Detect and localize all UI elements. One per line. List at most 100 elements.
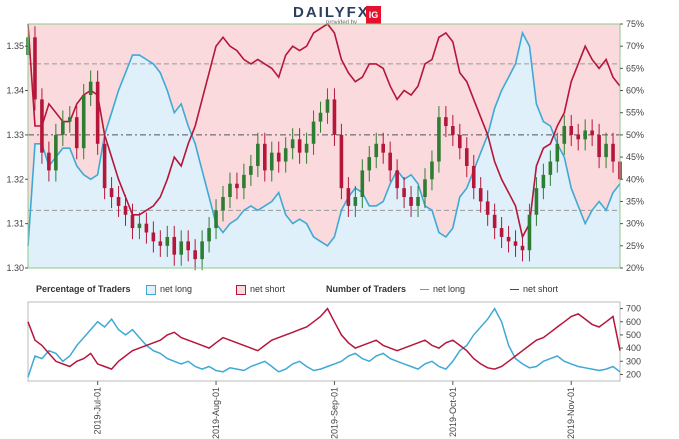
candle-body (444, 117, 448, 127)
legend-pct-long: net long (146, 284, 192, 298)
price-tick-label: 1.35 (6, 41, 24, 51)
top-panel-frame (27, 23, 621, 269)
pct-tick-label: 30% (626, 219, 644, 229)
num-net-short-line (27, 307, 621, 370)
candle-body (144, 223, 149, 233)
candle-body (534, 188, 539, 215)
candle-body (249, 165, 253, 175)
legend-percentage-title: Percentage of Traders (36, 284, 131, 294)
candle-body (33, 37, 37, 100)
num-tick-label: 200 (626, 369, 641, 379)
pct-tick-label: 60% (626, 86, 644, 96)
candle-body (576, 134, 581, 140)
price-tick-label: 1.30 (6, 263, 24, 273)
candle-body (555, 143, 560, 162)
pct-net-long-line (27, 30, 621, 247)
candle-body (123, 205, 128, 215)
candle-body (367, 157, 372, 171)
candle-body (597, 134, 601, 158)
candle-body (611, 143, 615, 162)
price-percentage-panel: 1.30 1.31 1.32 1.33 1.34 1.35 20% 25% 30% 35% 40% 4… (6, 19, 644, 273)
num-tick-label: 700 (626, 304, 641, 314)
candle-body (464, 148, 469, 166)
candle-body (283, 148, 288, 162)
candle-body (304, 143, 309, 153)
candle-body (471, 165, 476, 189)
candle-body (297, 139, 302, 153)
candle-body (235, 183, 239, 189)
legend-pct-long-label: net long (160, 284, 193, 294)
candle-body (102, 143, 107, 189)
candle-body (95, 81, 100, 144)
candle-body (172, 236, 177, 255)
candle-body (325, 99, 330, 113)
candle-body (276, 152, 281, 162)
candle-body (221, 197, 225, 211)
candle-body (88, 81, 93, 95)
candle-body (116, 197, 121, 206)
candle-body (269, 152, 274, 171)
net-long-swatch (146, 284, 156, 295)
pct-tick-label: 70% (626, 41, 644, 51)
candle-body (353, 197, 358, 206)
pct-tick-label: 55% (626, 108, 644, 118)
num-tick-label: 500 (626, 330, 641, 340)
number-of-traders-panel: 200 300 400 500 600 700 (27, 301, 641, 382)
bottom-panel-frame (27, 301, 621, 382)
num-tick-label: 400 (626, 343, 641, 353)
candle-body (402, 188, 406, 198)
pct-tick-label: 20% (626, 263, 644, 273)
candle-body (165, 236, 170, 246)
ig-brand-badge: IG (366, 6, 381, 24)
candle-body (485, 201, 490, 215)
candle-body (318, 112, 323, 122)
pct-tick-label: 45% (626, 152, 644, 162)
candle-body (381, 143, 385, 153)
candle-body (451, 126, 455, 135)
legend-pct-short-label: net short (250, 284, 286, 294)
candle-body (437, 117, 441, 162)
candle-body (256, 143, 260, 166)
price-tick-label: 1.31 (6, 219, 24, 229)
candle-body (499, 228, 504, 237)
legend-num-long-label: net long (433, 284, 466, 294)
net-long-area (28, 32, 620, 269)
legend-num-short-label: net short (523, 284, 559, 294)
legend-num-short: net short (510, 284, 558, 298)
candle-body (61, 121, 65, 135)
date-tick-label: 2019-Oct-01 (448, 387, 458, 437)
pct-net-short-line (27, 22, 621, 240)
candle-body (506, 236, 511, 242)
candle-body (186, 241, 190, 251)
candle-body (339, 134, 344, 189)
legend-percentage: Percentage of Traders (36, 284, 131, 298)
candle-body (374, 143, 379, 158)
pct-tick-label: 35% (626, 196, 644, 206)
price-tick-label: 1.32 (6, 174, 24, 184)
candle-body (416, 197, 420, 206)
candle-body (47, 152, 51, 171)
candle-body (360, 170, 365, 198)
candle-body (200, 241, 204, 260)
candle-body (263, 143, 267, 171)
candle-body (395, 170, 399, 189)
candle-body (478, 188, 483, 202)
candle-body (179, 241, 184, 255)
candle-body (604, 143, 608, 158)
date-tick-label: 2019-Nov-01 (566, 387, 576, 439)
candle-body (541, 174, 546, 189)
candle-body (54, 134, 58, 171)
candle-body (290, 139, 295, 149)
pct-tick-label: 50% (626, 130, 644, 140)
net-short-line-swatch (510, 289, 519, 291)
candle-body (527, 214, 532, 251)
num-tick-label: 600 (626, 317, 641, 327)
date-tick-label: 2019-Jul-01 (93, 387, 103, 435)
price-tick-label: 1.34 (6, 86, 24, 96)
date-tick-label: 2019-Aug-01 (211, 387, 221, 439)
candle-body (388, 152, 392, 171)
candle-body (562, 126, 567, 144)
candle-body (423, 179, 427, 198)
num-tick-label: 300 (626, 356, 641, 366)
candle-body (207, 228, 211, 242)
